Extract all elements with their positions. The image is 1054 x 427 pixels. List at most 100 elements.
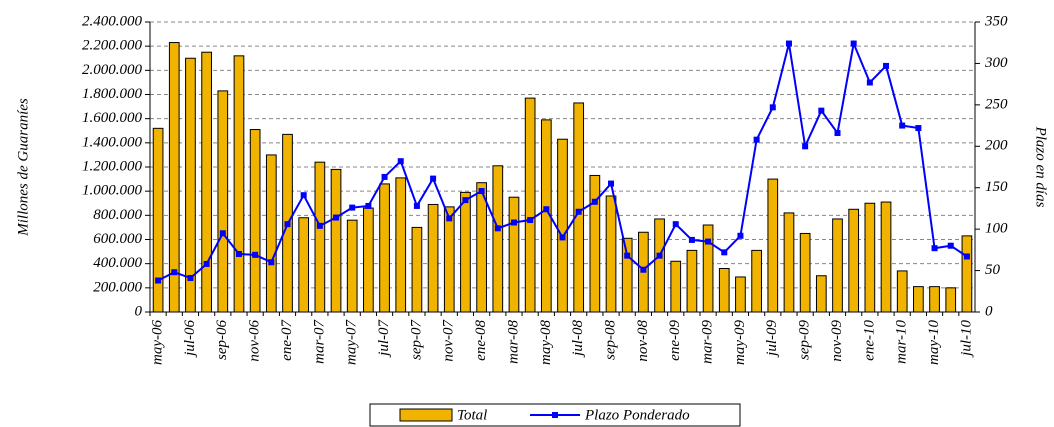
bar	[929, 286, 940, 313]
marker	[284, 221, 291, 228]
bar	[880, 201, 892, 313]
marker	[155, 277, 162, 284]
bar	[686, 249, 698, 313]
marker	[737, 232, 744, 239]
bar	[654, 218, 665, 313]
x-tick-label: mar-08	[505, 320, 521, 364]
bar	[201, 51, 212, 313]
x-tick-label: jul-07	[376, 319, 392, 358]
x-tick-label: may-07	[344, 319, 360, 365]
x-tick-label: nov-08	[635, 320, 651, 362]
legend-label: Plazo Ponderado	[584, 407, 690, 423]
marker	[883, 62, 890, 69]
marker	[203, 260, 210, 267]
y-axis-label: Millones de Guaraníes	[15, 98, 31, 237]
x-tick-label: may-10	[926, 320, 942, 365]
bar	[621, 237, 633, 313]
bar	[670, 260, 682, 313]
x-tick-label: sep-07	[408, 319, 424, 360]
bar	[152, 127, 164, 313]
y-tick-label: 2.200.000	[82, 38, 143, 54]
y-tick-label: 1.600.000	[82, 110, 143, 126]
marker	[931, 245, 938, 252]
y-tick-label: 400.000	[93, 255, 142, 271]
marker	[947, 242, 954, 249]
x-tick-label: mar-09	[700, 320, 716, 364]
marker	[478, 188, 485, 195]
y-tick-label: 800.000	[93, 207, 142, 223]
x-tick-label: mar-07	[311, 319, 327, 364]
y2-tick-label: 0	[985, 303, 993, 319]
marker	[446, 215, 453, 222]
marker	[300, 192, 307, 199]
y2-tick-label: 300	[984, 55, 1008, 71]
marker	[510, 219, 517, 226]
bar	[379, 183, 390, 313]
bar	[233, 55, 245, 313]
marker	[705, 238, 712, 245]
x-tick-label: mar-10	[894, 320, 910, 364]
bar	[913, 286, 924, 313]
marker	[591, 198, 598, 205]
marker	[721, 249, 728, 256]
bar	[832, 218, 843, 313]
marker	[349, 204, 356, 211]
x-tick-label: ene-10	[861, 320, 877, 361]
bar	[896, 270, 908, 313]
marker	[915, 125, 922, 132]
x-tick-label: jul-06	[182, 320, 198, 358]
bar	[573, 102, 585, 313]
marker	[252, 251, 259, 258]
bar	[589, 174, 601, 313]
bar	[815, 275, 827, 313]
marker	[413, 202, 420, 209]
bar	[524, 97, 536, 313]
marker	[365, 202, 372, 209]
x-tick-label: sep-08	[602, 320, 618, 360]
y-tick-label: 200.000	[93, 279, 142, 295]
bar	[799, 232, 811, 313]
y-tick-label: 0	[135, 303, 143, 319]
y2-tick-label: 350	[984, 13, 1008, 29]
x-tick-label: nov-06	[247, 320, 263, 362]
marker	[818, 107, 825, 114]
bar	[346, 219, 358, 313]
marker	[333, 214, 340, 221]
marker	[608, 180, 615, 187]
bar	[767, 178, 779, 313]
bar	[557, 138, 568, 313]
bar	[864, 202, 876, 313]
y2-tick-label: 150	[985, 179, 1008, 195]
y-tick-label: 600.000	[93, 231, 142, 247]
bar	[314, 161, 326, 313]
bar	[249, 129, 261, 313]
marker	[656, 252, 663, 259]
bar	[427, 203, 439, 313]
x-tick-label: ene-07	[279, 319, 295, 361]
bar	[718, 268, 730, 313]
legend-label: Total	[457, 407, 487, 423]
marker	[559, 234, 566, 241]
bar	[961, 235, 973, 313]
y2-axis-label: Plazo en días	[1033, 126, 1049, 208]
bar	[848, 208, 860, 313]
marker	[235, 251, 242, 257]
marker	[802, 143, 809, 150]
x-tick-label: ene-09	[667, 320, 683, 361]
marker	[624, 252, 631, 259]
bar	[217, 90, 229, 313]
x-tick-label: sep-06	[214, 320, 230, 360]
marker	[543, 206, 550, 213]
bar	[395, 177, 407, 313]
marker	[462, 197, 469, 204]
y2-tick-label: 100	[985, 221, 1008, 237]
bar	[265, 154, 277, 313]
bar	[411, 226, 423, 313]
x-tick-label: jul-10	[958, 320, 974, 358]
bar	[702, 224, 714, 313]
marker	[171, 269, 178, 276]
marker	[640, 266, 647, 273]
bar	[735, 276, 746, 313]
marker	[527, 217, 534, 224]
